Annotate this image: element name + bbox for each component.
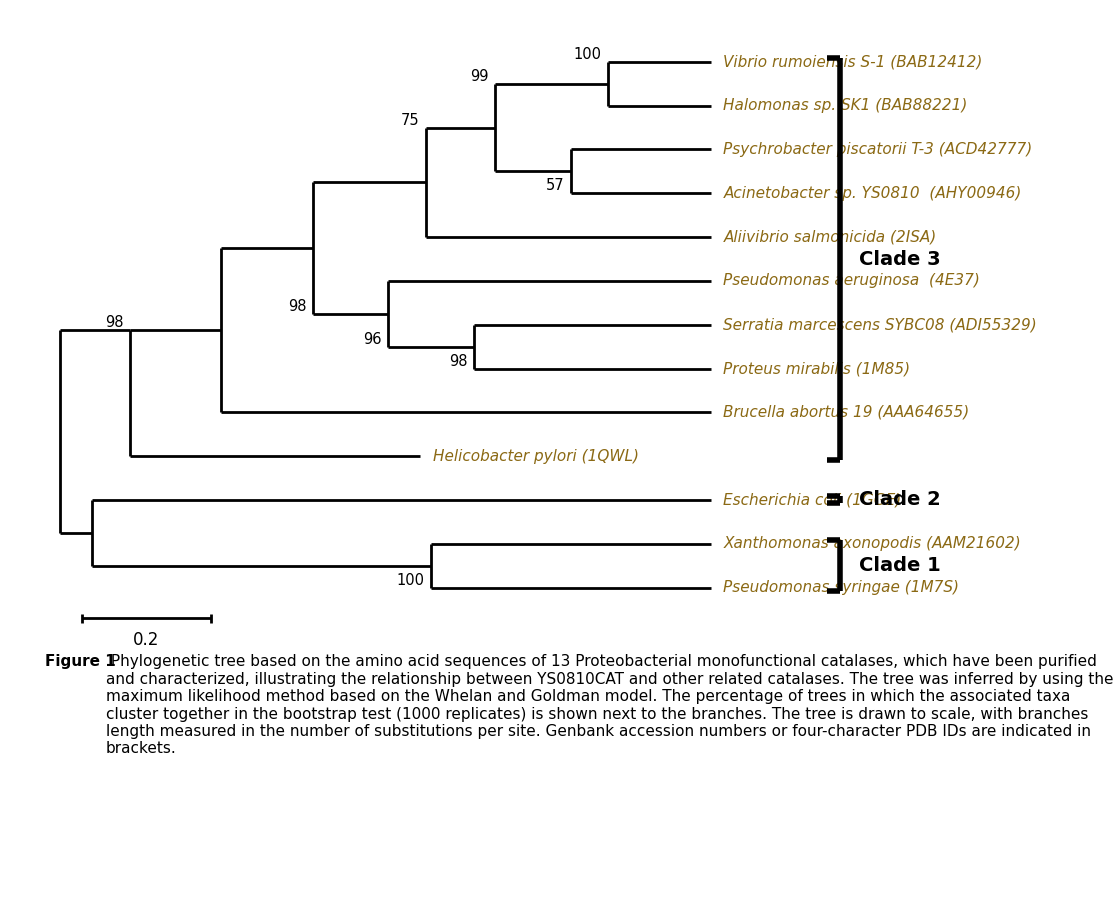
Text: Pseudomonas aeruginosa  (4E37): Pseudomonas aeruginosa (4E37) bbox=[724, 273, 980, 289]
Text: Vibrio rumoiensis S-1 (BAB12412): Vibrio rumoiensis S-1 (BAB12412) bbox=[724, 54, 983, 69]
Text: Clade 1: Clade 1 bbox=[859, 557, 941, 575]
Text: Pseudomonas syringae (1M7S): Pseudomonas syringae (1M7S) bbox=[724, 580, 960, 595]
Text: 99: 99 bbox=[470, 69, 489, 84]
Text: Helicobacter pylori (1QWL): Helicobacter pylori (1QWL) bbox=[433, 448, 640, 464]
Text: 0.2: 0.2 bbox=[133, 630, 159, 649]
Text: Proteus mirabilis (1M85): Proteus mirabilis (1M85) bbox=[724, 361, 911, 376]
Text: 100: 100 bbox=[573, 47, 601, 62]
Text: Acinetobacter sp. YS0810  (AHY00946): Acinetobacter sp. YS0810 (AHY00946) bbox=[724, 186, 1021, 201]
Text: Figure 1: Figure 1 bbox=[45, 654, 115, 669]
Text: Clade 3: Clade 3 bbox=[859, 250, 941, 269]
Text: 96: 96 bbox=[363, 332, 382, 346]
Text: 57: 57 bbox=[545, 179, 564, 193]
Text: Halomonas sp. SK1 (BAB88221): Halomonas sp. SK1 (BAB88221) bbox=[724, 98, 968, 113]
Text: 75: 75 bbox=[401, 113, 419, 127]
Text: Phylogenetic tree based on the amino acid sequences of 13 Proteobacterial monofu: Phylogenetic tree based on the amino aci… bbox=[106, 654, 1113, 756]
Text: 100: 100 bbox=[396, 573, 424, 587]
Text: Serratia marcescens SYBC08 (ADI55329): Serratia marcescens SYBC08 (ADI55329) bbox=[724, 318, 1037, 332]
Text: Psychrobacter piscatorii T-3 (ACD42777): Psychrobacter piscatorii T-3 (ACD42777) bbox=[724, 142, 1033, 157]
Text: Brucella abortus 19 (AAA64655): Brucella abortus 19 (AAA64655) bbox=[724, 405, 970, 419]
Text: 98: 98 bbox=[105, 315, 123, 330]
Text: 98: 98 bbox=[288, 299, 306, 314]
Text: 98: 98 bbox=[449, 354, 467, 369]
Text: Escherichia coli (1GGE): Escherichia coli (1GGE) bbox=[724, 492, 902, 508]
Text: Xanthomonas axonopodis (AAM21602): Xanthomonas axonopodis (AAM21602) bbox=[724, 537, 1021, 551]
Text: Clade 2: Clade 2 bbox=[859, 491, 941, 510]
Text: Aliivibrio salmonicida (2ISA): Aliivibrio salmonicida (2ISA) bbox=[724, 230, 936, 244]
